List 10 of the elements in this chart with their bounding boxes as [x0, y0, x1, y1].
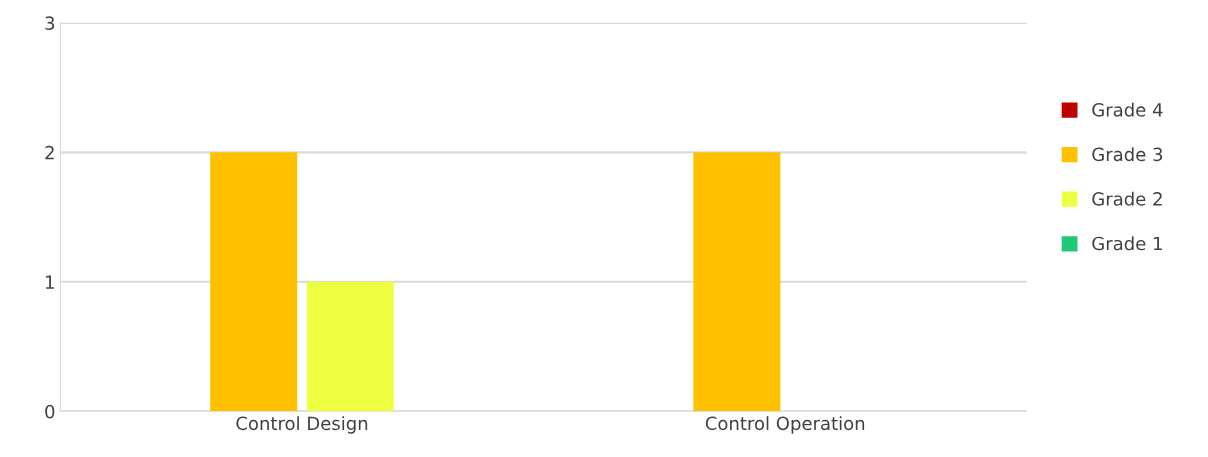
y-tick-label: 2 [45, 145, 54, 160]
legend-label: Grade 4 [1092, 102, 1163, 117]
legend-label: Grade 1 [1092, 236, 1162, 251]
legend-label: Grade 2 [1092, 191, 1162, 206]
x-tick-label: Control Operation [705, 416, 865, 434]
y-tick-label: 1 [46, 275, 54, 289]
y-tick-label: 3 [45, 16, 55, 30]
x-tick-label: Control Design [236, 416, 368, 434]
y-tick-label: 0 [45, 404, 55, 419]
legend-label: Grade 3 [1092, 147, 1163, 162]
